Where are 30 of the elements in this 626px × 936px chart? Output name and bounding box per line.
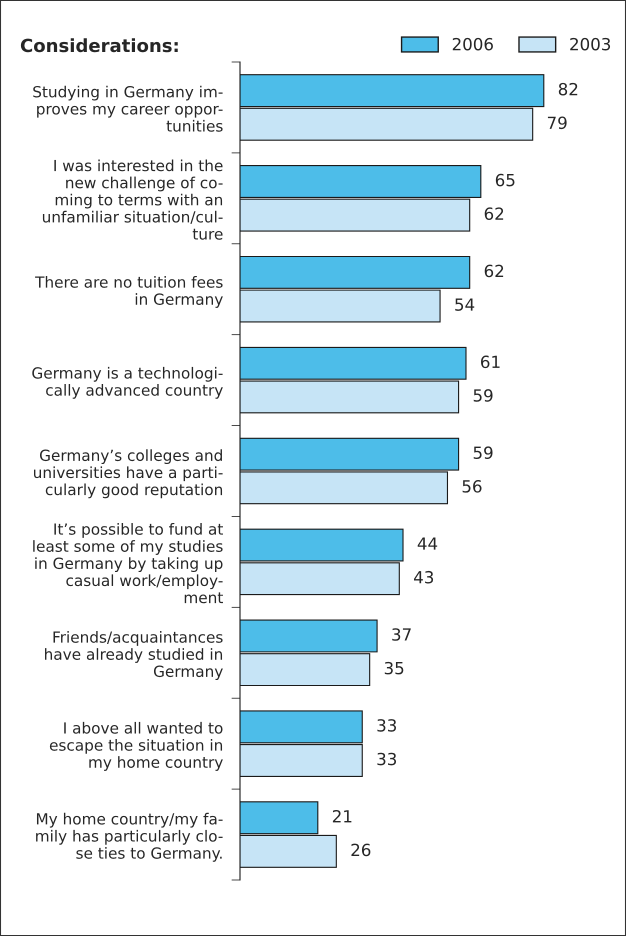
data-label: 26 [351,844,370,856]
y-tick-label: Friends/acquaintances have already studied in Germany [45,631,223,680]
data-label: 59 [474,446,493,460]
y-tick-label: I above all wanted to escape the situation in my home country [50,722,223,771]
data-label: 79 [548,116,567,130]
data-label: 33 [377,719,396,732]
y-tick-label: Germany is a technologi- cally advanced country [32,366,223,399]
data-label: 56 [462,480,482,493]
data-label: 62 [484,264,504,278]
y-tick-label: Germany’s colleges and universities have a parti- cularly good reputation [34,449,223,498]
data-label: 44 [418,538,438,550]
data-label: 62 [484,207,504,220]
data-label: 82 [558,82,578,96]
legend-label: 2006 [452,38,493,50]
data-label: 37 [392,628,411,641]
y-tick-label: There are no tuition fees in Germany [35,276,223,308]
data-label: 21 [332,810,352,822]
y-tick-label: Studying in Germany im- proves my career oppor- tunities [33,86,223,132]
data-label: 61 [481,356,500,368]
data-label: 43 [414,570,434,584]
data-label: 33 [377,752,396,766]
y-tick-label: My home country/my fa- mily has particularly clo- se ties to Germany. [36,812,223,862]
y-tick-label: It’s possible to fund at least some of my studies in Germany by taking up casual work/employ- ment [33,523,223,604]
data-label: 35 [384,662,404,674]
legend-label: 2003 [570,38,610,50]
data-label: 59 [474,389,493,402]
y-tick-label: I was interested in the new challenge of co- ming to terms with an unfamiliar situation/cul- ture [42,159,223,240]
data-label: 54 [455,298,474,311]
data-label: 65 [496,174,514,186]
chart-title: Considerations: [20,38,178,52]
